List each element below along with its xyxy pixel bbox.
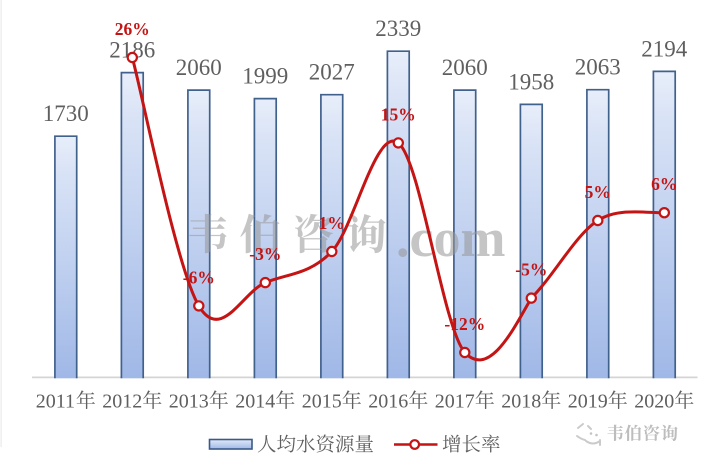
svg-text:2060: 2060: [442, 55, 488, 80]
svg-text:1%: 1%: [319, 213, 345, 233]
svg-text:6%: 6%: [651, 174, 677, 194]
svg-text:2019: 2019: [568, 391, 608, 413]
svg-text:2011: 2011: [36, 391, 75, 413]
svg-text:2016: 2016: [368, 391, 408, 413]
svg-text:2060: 2060: [176, 55, 222, 80]
svg-text:2020: 2020: [634, 391, 674, 413]
svg-text:26%: 26%: [115, 19, 150, 39]
svg-text:2014: 2014: [235, 391, 275, 413]
svg-text:2017: 2017: [435, 391, 475, 413]
svg-text:5%: 5%: [585, 182, 611, 202]
svg-text:-3%: -3%: [249, 244, 281, 264]
svg-text:2015: 2015: [302, 391, 342, 413]
svg-text:2018: 2018: [501, 391, 541, 413]
svg-text:.com: .com: [396, 208, 505, 268]
svg-text:2012: 2012: [102, 391, 142, 413]
svg-text:15%: 15%: [381, 104, 416, 124]
svg-text:2194: 2194: [641, 36, 688, 61]
svg-text:1730: 1730: [43, 101, 89, 126]
svg-text:2339: 2339: [375, 16, 421, 41]
svg-text:-12%: -12%: [444, 314, 485, 334]
svg-text:2013: 2013: [169, 391, 209, 413]
svg-text:2063: 2063: [575, 55, 621, 80]
svg-text:1999: 1999: [242, 64, 288, 89]
svg-text:-5%: -5%: [515, 260, 547, 280]
svg-text:2027: 2027: [309, 60, 355, 85]
svg-text:-6%: -6%: [183, 267, 215, 287]
svg-text:1958: 1958: [508, 69, 554, 94]
